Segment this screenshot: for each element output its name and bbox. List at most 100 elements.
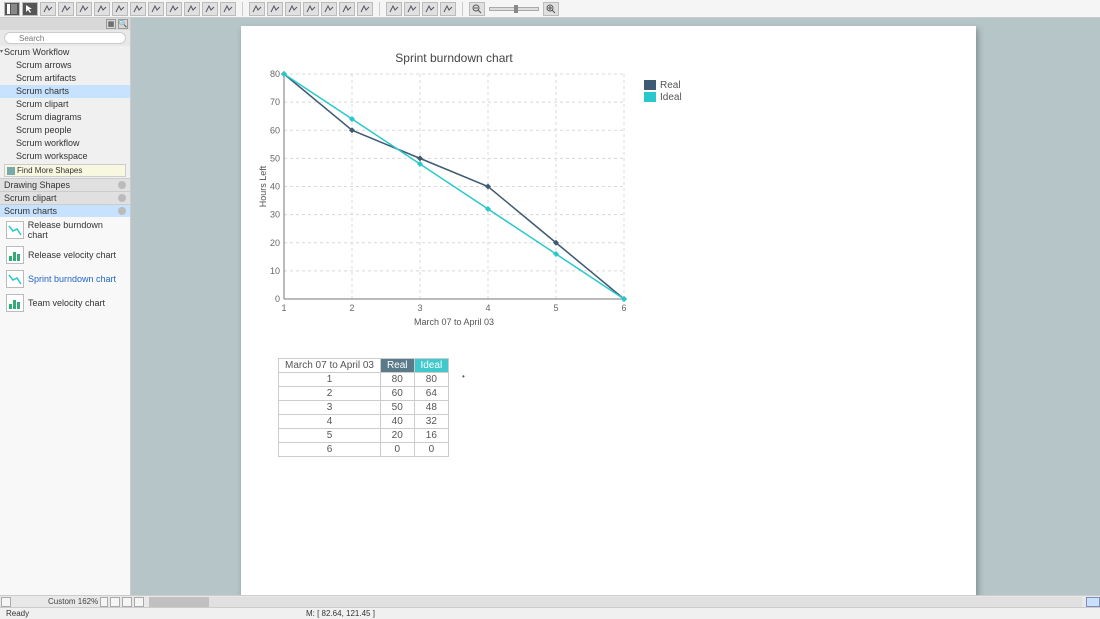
- tree-root[interactable]: Scrum Workflow: [0, 46, 130, 59]
- shape-thumb-icon: [6, 246, 24, 264]
- shape-thumb-icon: [6, 294, 24, 312]
- svg-text:70: 70: [270, 97, 280, 107]
- page-thumb-icon[interactable]: [1086, 597, 1100, 607]
- status-ready: Ready: [6, 609, 156, 618]
- connector-rl3-button[interactable]: [184, 2, 200, 16]
- shape-label: Team velocity chart: [28, 298, 105, 308]
- table-cell: 80: [380, 373, 414, 387]
- search-input[interactable]: [4, 32, 126, 44]
- find-shapes-icon: [7, 167, 15, 175]
- zoom-stepper-down[interactable]: [100, 597, 108, 607]
- tree-item-scrum-people[interactable]: Scrum people: [0, 124, 130, 137]
- body: ▦ 🔍 Scrum Workflow Scrum arrowsScrum art…: [0, 18, 1100, 595]
- pointer-tool-button[interactable]: [22, 2, 38, 16]
- data-table: March 07 to April 03RealIdeal18080260643…: [278, 358, 449, 457]
- table-row: 35048: [279, 401, 449, 415]
- status-mouse-coord: M: [ 82.64, 121.45 ]: [306, 609, 375, 618]
- svg-text:5: 5: [553, 303, 558, 313]
- diag-button[interactable]: [267, 2, 283, 16]
- chart-b-button[interactable]: [339, 2, 355, 16]
- bracket-button[interactable]: [285, 2, 301, 16]
- tree-item-scrum-clipart[interactable]: Scrum clipart: [0, 98, 130, 111]
- zoom-fit-button[interactable]: [386, 2, 402, 16]
- tree-item-scrum-workspace[interactable]: Scrum workspace: [0, 150, 130, 163]
- svg-text:30: 30: [270, 210, 280, 220]
- view-c[interactable]: [134, 597, 144, 607]
- shape-release-velocity-chart[interactable]: Release velocity chart: [0, 243, 130, 267]
- tree-item-scrum-charts[interactable]: Scrum charts: [0, 85, 130, 98]
- line-button[interactable]: [76, 2, 92, 16]
- zoom-sel-button[interactable]: [404, 2, 420, 16]
- tree-item-scrum-workflow[interactable]: Scrum workflow: [0, 137, 130, 150]
- connector-rl2-button[interactable]: [166, 2, 182, 16]
- svg-text:2: 2: [349, 303, 354, 313]
- accordion-scrum-clipart[interactable]: Scrum clipart: [0, 191, 130, 204]
- svg-text:Real: Real: [660, 80, 681, 91]
- marker-button[interactable]: [440, 2, 456, 16]
- shape-list: Release burndown chart Release velocity c…: [0, 217, 130, 595]
- table-row: 18080: [279, 373, 449, 387]
- hscrollbar[interactable]: [149, 597, 1082, 607]
- status-bar: Ready M: [ 82.64, 121.45 ]: [0, 607, 1100, 619]
- table-row: 26064: [279, 387, 449, 401]
- table-cell: 48: [414, 401, 449, 415]
- canvas-area[interactable]: Sprint burndown chart0102030405060708012…: [131, 18, 1100, 595]
- accordion-drawing-shapes[interactable]: Drawing Shapes: [0, 178, 130, 191]
- view-a[interactable]: [110, 597, 120, 607]
- page: Sprint burndown chart0102030405060708012…: [241, 26, 976, 595]
- shape-sprint-burndown-chart[interactable]: Sprint burndown chart: [0, 267, 130, 291]
- zoom-out-button[interactable]: [469, 2, 485, 16]
- chart-svg: Sprint burndown chart0102030405060708012…: [256, 46, 856, 341]
- zoom-in-button[interactable]: [543, 2, 559, 16]
- chart-a-button[interactable]: [321, 2, 337, 16]
- table-cell: 3: [279, 401, 381, 415]
- search-toggle-icon[interactable]: 🔍: [118, 19, 128, 29]
- svg-text:6: 6: [621, 303, 626, 313]
- table-row: 44032: [279, 415, 449, 429]
- svg-text:80: 80: [270, 69, 280, 79]
- view-b[interactable]: [122, 597, 132, 607]
- shape-label: Release velocity chart: [28, 250, 116, 260]
- zoom-slider[interactable]: [489, 7, 539, 11]
- library-tree: Scrum Workflow Scrum arrowsScrum artifac…: [0, 46, 130, 217]
- shape-team-velocity-chart[interactable]: Team velocity chart: [0, 291, 130, 315]
- doc-button[interactable]: [220, 2, 236, 16]
- shape-release-burndown-chart[interactable]: Release burndown chart: [0, 217, 130, 243]
- diag-line-button[interactable]: [94, 2, 110, 16]
- tree-item-scrum-artifacts[interactable]: Scrum artifacts: [0, 72, 130, 85]
- sidebar-toggle-button[interactable]: [4, 2, 20, 16]
- connector-spline-button[interactable]: [202, 2, 218, 16]
- table-cell: 80: [414, 373, 449, 387]
- svg-text:Hours Left: Hours Left: [258, 165, 268, 207]
- shape-thumb-icon: [6, 270, 24, 288]
- svg-text:3: 3: [417, 303, 422, 313]
- svg-text:10: 10: [270, 266, 280, 276]
- hand-button[interactable]: [422, 2, 438, 16]
- arrow-button[interactable]: [249, 2, 265, 16]
- table-cell: 1: [279, 373, 381, 387]
- circle-button[interactable]: [58, 2, 74, 16]
- table-cell: 0: [380, 443, 414, 457]
- svg-text:20: 20: [270, 238, 280, 248]
- hscroll-left[interactable]: [1, 597, 11, 607]
- connector-el-button[interactable]: [130, 2, 146, 16]
- tree-item-scrum-arrows[interactable]: Scrum arrows: [0, 59, 130, 72]
- table-cell: 50: [380, 401, 414, 415]
- connector-rl1-button[interactable]: [148, 2, 164, 16]
- svg-text:50: 50: [270, 153, 280, 163]
- svg-text:4: 4: [485, 303, 490, 313]
- table-cell: 6: [279, 443, 381, 457]
- curve-button[interactable]: [112, 2, 128, 16]
- svg-text:60: 60: [270, 125, 280, 135]
- accordion-scrum-charts[interactable]: Scrum charts: [0, 204, 130, 217]
- search-row: [0, 30, 130, 46]
- tree-item-scrum-diagrams[interactable]: Scrum diagrams: [0, 111, 130, 124]
- table-cell: 60: [380, 387, 414, 401]
- chart-c-button[interactable]: [357, 2, 373, 16]
- svg-text:40: 40: [270, 182, 280, 192]
- window-button[interactable]: [40, 2, 56, 16]
- table-cell: 0: [414, 443, 449, 457]
- curved-conn-button[interactable]: [303, 2, 319, 16]
- find-more-shapes[interactable]: Find More Shapes: [4, 164, 126, 177]
- grid-view-icon[interactable]: ▦: [106, 19, 116, 29]
